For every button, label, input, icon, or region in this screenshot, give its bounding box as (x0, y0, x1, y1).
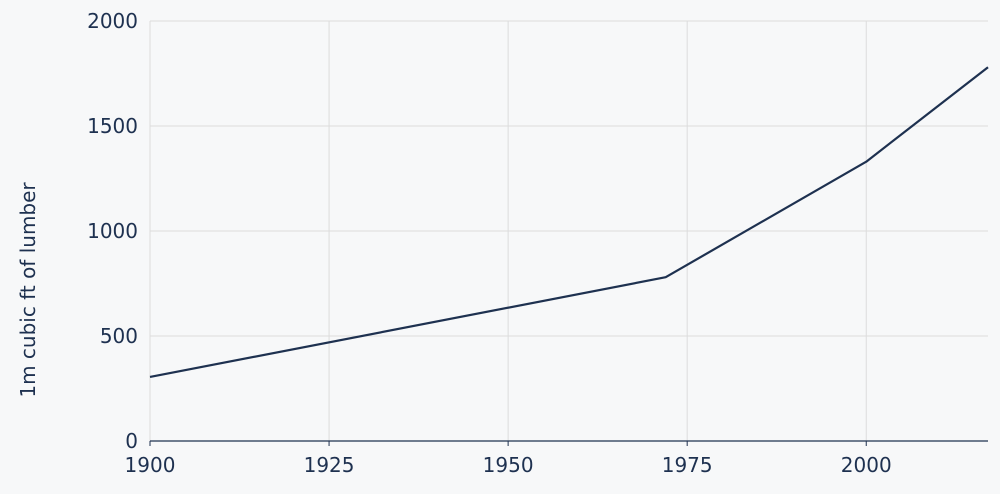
x-tick-label: 1925 (304, 453, 355, 477)
x-tick-label: 2000 (841, 453, 892, 477)
y-axis-label: 1m cubic ft of lumber (16, 182, 40, 398)
y-tick-label: 1000 (87, 219, 138, 243)
series-group (149, 66, 989, 379)
y-tick-label: 500 (100, 324, 138, 348)
x-tick-label: 1950 (483, 453, 534, 477)
x-tick-label: 1975 (662, 453, 713, 477)
y-tick-label: 2000 (87, 9, 138, 33)
x-tick-label: 1900 (125, 453, 176, 477)
labels: 1m cubic ft of lumber (16, 182, 40, 398)
grid (149, 20, 988, 441)
series-line (149, 66, 989, 379)
y-tick-label: 1500 (87, 114, 138, 138)
y-tick-label: 0 (125, 429, 138, 453)
axes: 0 500 1000 1500 2000 1900 1925 1950 1975 2000 (87, 9, 988, 477)
